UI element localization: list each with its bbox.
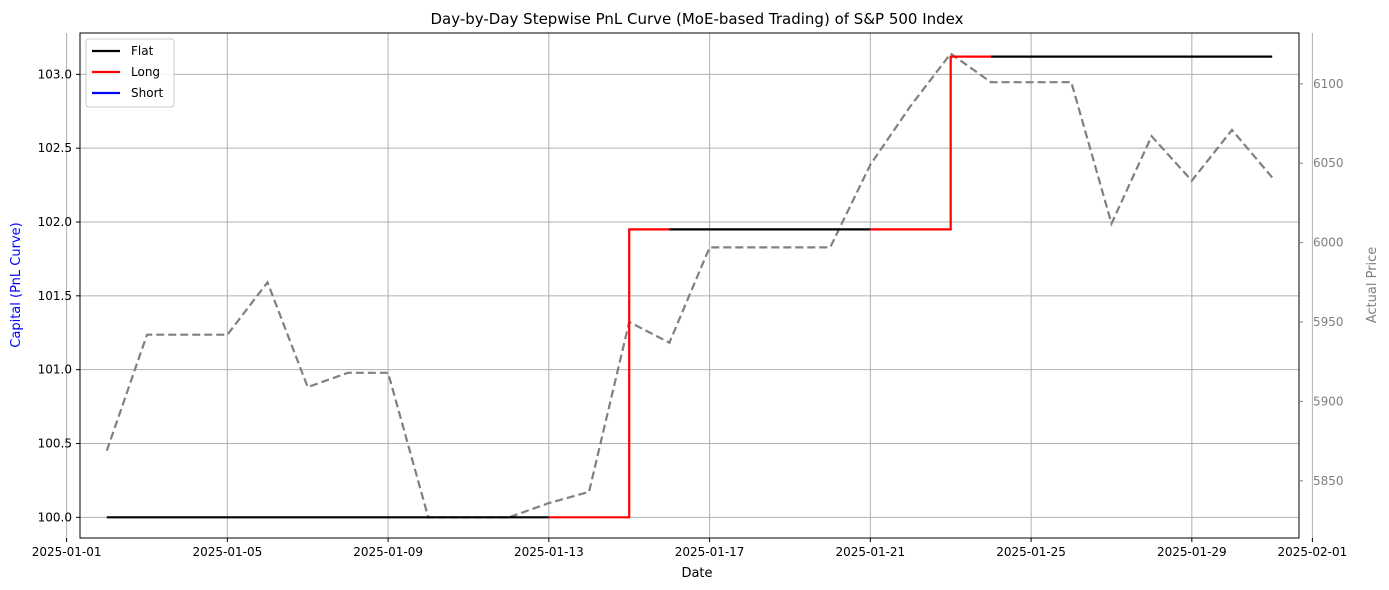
pnl-segment-long [870,55,991,231]
chart-title: Day-by-Day Stepwise PnL Curve (MoE-based… [430,10,963,28]
right-tick-label: 5900 [1313,394,1344,408]
left-tick-label: 103.0 [38,67,72,81]
x-tick-label: 2025-01-05 [192,545,262,559]
x-tick-label: 2025-01-01 [32,545,102,559]
x-tick-label: 2025-01-13 [514,545,584,559]
x-axis-label: Date [681,566,712,581]
pnl-series [106,55,1273,519]
x-axis-ticks: 2025-01-01 2025-01-05 2025-01-09 2025-01-13… [32,538,1348,559]
left-tick-label: 100.0 [38,510,72,524]
plot-frame [79,32,1300,539]
legend-label-flat: Flat [131,44,154,58]
pnl-segment-long [548,228,670,519]
price-line [105,52,1274,519]
x-tick-label: 2025-02-01 [1278,545,1348,559]
left-tick-label: 101.5 [38,289,72,303]
right-axis-ticks: 5850 5900 5950 6000 6050 6100 [1299,77,1344,488]
legend: Flat Long Short [85,38,175,108]
left-tick-label: 101.0 [38,363,72,377]
right-axis-label: Actual Price [1365,247,1380,324]
legend-box [85,38,175,108]
right-tick-label: 5850 [1313,474,1344,488]
left-tick-label: 100.5 [38,436,72,450]
x-tick-label: 2025-01-29 [1157,545,1227,559]
right-tick-label: 5950 [1313,315,1344,329]
left-tick-label: 102.0 [38,215,72,229]
grid [66,33,1313,538]
price-series [105,52,1274,519]
x-tick-label: 2025-01-09 [353,545,423,559]
x-tick-label: 2025-01-21 [835,545,905,559]
right-tick-label: 6100 [1313,77,1344,91]
left-axis-ticks: 100.0 100.5 101.0 101.5 102.0 102.5 103.0 [38,67,80,524]
legend-label-short: Short [131,86,163,100]
left-tick-label: 102.5 [38,141,72,155]
right-tick-label: 6050 [1313,156,1344,170]
x-tick-label: 2025-01-17 [675,545,745,559]
left-axis-label: Capital (PnL Curve) [9,222,24,347]
right-tick-label: 6000 [1313,236,1344,250]
x-tick-label: 2025-01-25 [996,545,1066,559]
legend-label-long: Long [131,65,160,79]
